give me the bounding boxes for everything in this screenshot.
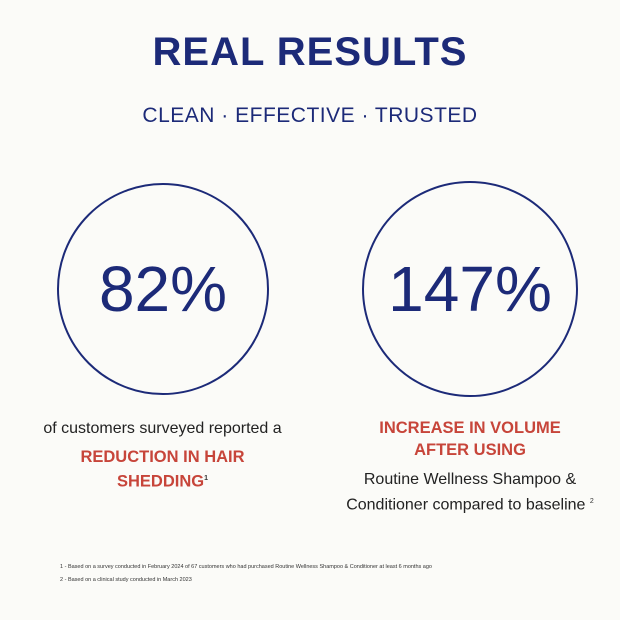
stat-detail: Routine Wellness Shampoo & bbox=[363, 471, 577, 488]
subtitle: CLEAN · EFFECTIVE · TRUSTED bbox=[142, 104, 478, 127]
stat-highlight: AFTER USING bbox=[414, 441, 526, 459]
stat-detail: Conditioner compared to baseline bbox=[346, 496, 586, 514]
stat-value: 147% bbox=[388, 253, 552, 325]
footnote-ref: 1 bbox=[204, 475, 208, 482]
stat-circle-shedding: 82% bbox=[57, 183, 269, 395]
stat-circle-volume: 147% bbox=[362, 181, 578, 397]
footnote-2: 2 - Based on a clinical study conducted … bbox=[60, 577, 192, 583]
stat-highlight: INCREASE IN VOLUME bbox=[379, 419, 561, 437]
page-title: REAL RESULTS bbox=[152, 30, 468, 74]
stat-caption-shedding: of customers surveyed reported a REDUCTI… bbox=[20, 420, 305, 493]
footnote-1: 1 - Based on a survey conducted in Febru… bbox=[60, 564, 432, 570]
stat-highlight: REDUCTION IN HAIR bbox=[80, 448, 245, 466]
stat-highlight: SHEDDING bbox=[117, 472, 205, 491]
stat-caption-volume: INCREASE IN VOLUME AFTER USING Routine W… bbox=[320, 417, 620, 516]
stat-value: 82% bbox=[98, 253, 228, 325]
stat-lead: of customers surveyed reported a bbox=[43, 420, 282, 437]
footnote-ref: 2 bbox=[589, 498, 594, 505]
